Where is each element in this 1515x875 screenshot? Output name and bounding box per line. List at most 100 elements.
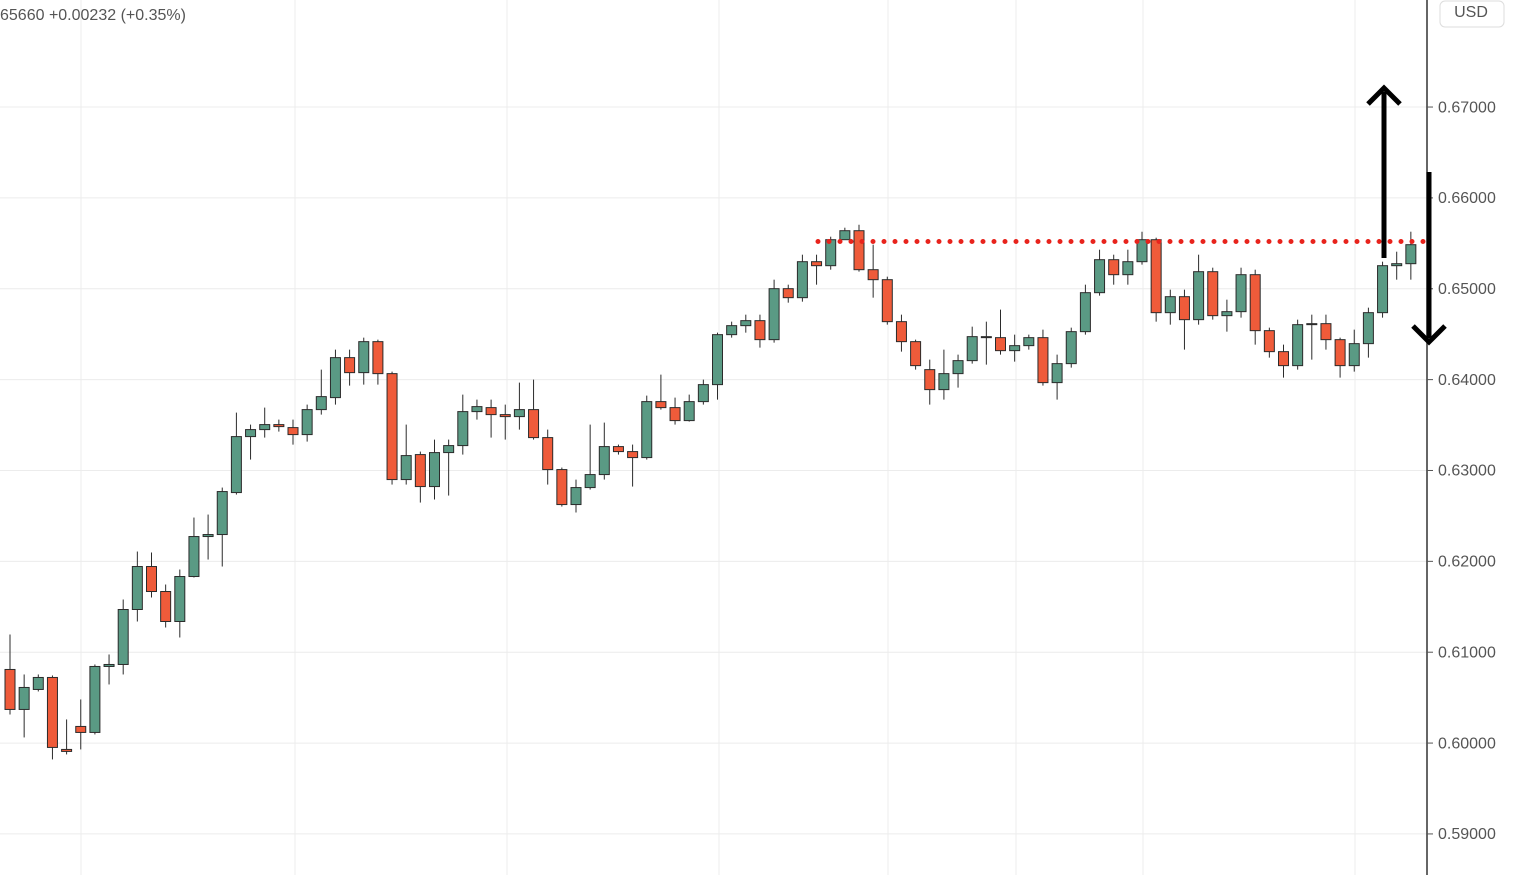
y-tick-label: 0.64000 [1438, 372, 1496, 389]
candle-body [1391, 263, 1403, 267]
candle-body [598, 446, 610, 476]
candle-body [1249, 274, 1261, 332]
candle-body [1136, 239, 1148, 263]
candle-body [103, 663, 115, 667]
candle-body [825, 239, 837, 267]
y-tick-label: 0.60000 [1438, 735, 1496, 752]
grid [0, 106, 1427, 835]
candle-body [542, 437, 554, 471]
candle-body [216, 491, 228, 536]
candle-body [867, 269, 879, 281]
candle-body [1023, 337, 1035, 347]
candle-body [1377, 265, 1389, 314]
candle-body [980, 336, 992, 339]
candle-body [612, 446, 624, 453]
header-values: 65660 +0.00232 (+0.35%) [0, 7, 186, 24]
candle-body [1193, 271, 1205, 321]
candle-body [1051, 363, 1063, 384]
candle-body [1405, 244, 1417, 265]
candle-body [584, 474, 596, 489]
candle-body [301, 409, 313, 436]
candle-body [895, 321, 907, 343]
candle-body [188, 536, 200, 578]
candle-body [146, 566, 157, 593]
candle-body [1362, 312, 1374, 345]
candle-body [117, 609, 129, 665]
currency-label: USD [1454, 4, 1488, 21]
candle-body [1037, 337, 1049, 384]
candle-body [287, 427, 299, 436]
candle-body [1263, 330, 1275, 353]
candle-body [315, 396, 327, 411]
candle-body [1122, 261, 1134, 276]
y-tick-label: 0.67000 [1438, 99, 1496, 116]
candle-body [528, 409, 540, 439]
candle-body [740, 320, 752, 327]
candle-body [89, 665, 101, 733]
y-tick-label: 0.62000 [1438, 554, 1496, 571]
candle-body [485, 407, 497, 416]
candle-body [683, 401, 695, 422]
candle-body [457, 411, 469, 447]
arrow-down-head [1411, 324, 1447, 346]
y-tick-label: 0.61000 [1438, 644, 1496, 661]
candle-body [1150, 239, 1162, 314]
candle-body [372, 341, 384, 375]
candle-body [1334, 339, 1346, 367]
candle-body [429, 452, 440, 488]
candle-body [131, 566, 143, 611]
candle-body [669, 407, 681, 422]
candle-body [712, 334, 723, 386]
candle-body [230, 436, 242, 494]
candle-body [32, 676, 44, 690]
candle-body [952, 360, 964, 375]
candle-body [910, 341, 922, 367]
candle-body [697, 384, 709, 403]
candle-body [1065, 331, 1077, 365]
arrow-up-head [1366, 84, 1402, 106]
arrow-up [1366, 84, 1402, 258]
candle-body [513, 409, 525, 418]
candle-body [1278, 351, 1289, 367]
candle-body [881, 279, 893, 323]
candle-body [782, 288, 794, 299]
candle-body [1306, 323, 1318, 326]
candle-body [1094, 259, 1106, 294]
candle-body [18, 686, 30, 710]
candle-body [61, 748, 73, 752]
candle-body [344, 357, 356, 374]
candle-body [160, 591, 172, 622]
candle-body [259, 424, 271, 431]
candles [4, 224, 1417, 760]
candle-body [570, 487, 582, 506]
candle-body [1009, 345, 1021, 352]
arrow-down [1411, 172, 1447, 346]
candle-body [329, 357, 341, 399]
candle-body [202, 534, 214, 538]
price-axis: 0.59000 0.60000 0.61000 0.62000 0.63000 0.640… [1427, 99, 1496, 843]
candle-body [811, 261, 823, 267]
candle-body [641, 401, 653, 459]
candle-body [1207, 271, 1219, 317]
candle-body [796, 261, 808, 299]
candle-body [938, 373, 950, 391]
y-tick-label: 0.65000 [1438, 281, 1496, 298]
candle-body [924, 369, 936, 391]
candle-body [966, 336, 978, 362]
candle-body [1320, 323, 1332, 341]
candle-body [754, 320, 766, 341]
candle-body [768, 288, 780, 341]
candle-body [655, 401, 667, 409]
time-grid [80, 0, 1356, 875]
y-tick-label: 0.63000 [1438, 463, 1496, 480]
candle-body [1164, 296, 1176, 314]
candle-body [400, 455, 412, 481]
currency-box [1439, 0, 1505, 28]
candle-body [627, 451, 639, 459]
candle-body [1348, 343, 1360, 367]
candle-body [499, 414, 511, 418]
y-tick-label: 0.59000 [1438, 826, 1496, 843]
candle-body [839, 230, 851, 241]
candle-body [1108, 259, 1120, 276]
candle-body [443, 445, 455, 454]
